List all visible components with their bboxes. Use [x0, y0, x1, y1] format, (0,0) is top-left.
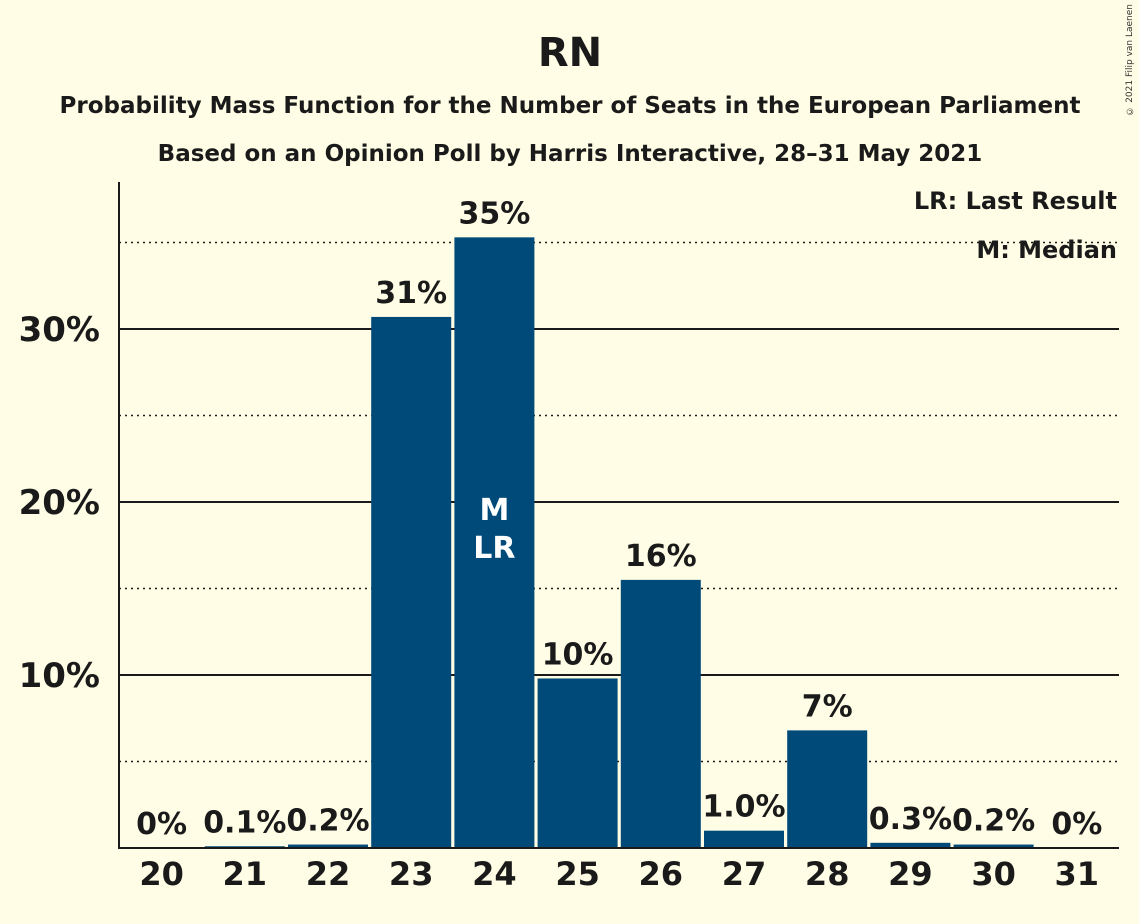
value-label-22: 0.2% — [286, 804, 369, 839]
x-tick-labels: 20 21 22 23 24 25 26 27 28 29 30 31 — [139, 855, 1099, 893]
value-label-29: 0.3% — [869, 802, 952, 837]
y-tick-label: 20% — [19, 483, 100, 523]
x-tick-label: 22 — [306, 855, 351, 893]
x-tick-label: 23 — [389, 855, 434, 893]
x-tick-label: 20 — [139, 855, 184, 893]
median-marker: M — [479, 493, 509, 528]
x-tick-label: 25 — [555, 855, 600, 893]
value-label-26: 16% — [625, 539, 697, 574]
x-tick-label: 21 — [223, 855, 268, 893]
bar-24 — [454, 237, 535, 849]
value-label-21: 0.1% — [203, 805, 286, 840]
chart-subtitle-2: Based on an Opinion Poll by Harris Inter… — [158, 141, 983, 167]
value-label-25: 10% — [542, 637, 614, 672]
bar-26 — [620, 579, 701, 848]
x-tick-label: 27 — [722, 855, 767, 893]
bar-23 — [371, 316, 452, 848]
value-label-31: 0% — [1051, 807, 1102, 842]
legend-last-result: LR: Last Result — [914, 187, 1117, 215]
legend-median: M: Median — [976, 236, 1117, 264]
x-tick-label: 29 — [888, 855, 933, 893]
x-tick-label: 28 — [805, 855, 850, 893]
bar-25 — [537, 678, 618, 848]
bar-29 — [870, 842, 951, 848]
y-tick-label: 10% — [19, 656, 100, 696]
value-label-20: 0% — [136, 807, 187, 842]
bar-28 — [787, 730, 868, 848]
bar-22 — [288, 844, 368, 848]
x-tick-label: 26 — [639, 855, 684, 893]
x-tick-label: 30 — [971, 855, 1016, 893]
y-tick-label: 30% — [19, 310, 100, 350]
gridlines — [119, 241, 1119, 763]
value-label-28: 7% — [802, 689, 853, 724]
bars — [204, 237, 1034, 849]
copyright-text: © 2021 Filip van Laenen — [1125, 4, 1135, 116]
x-tick-label: 31 — [1055, 855, 1100, 893]
value-label-30: 0.2% — [952, 804, 1035, 839]
chart-subtitle: Probability Mass Function for the Number… — [60, 93, 1081, 119]
bar-27 — [704, 830, 784, 848]
value-label-24: 35% — [458, 196, 530, 231]
y-tick-labels: 10% 20% 30% — [19, 310, 100, 696]
chart-title: RN — [538, 30, 602, 76]
last-result-marker: LR — [473, 531, 515, 566]
value-label-23: 31% — [375, 276, 447, 311]
value-label-27: 1.0% — [702, 790, 785, 825]
bar-30 — [953, 844, 1034, 848]
x-tick-label: 24 — [472, 855, 517, 893]
